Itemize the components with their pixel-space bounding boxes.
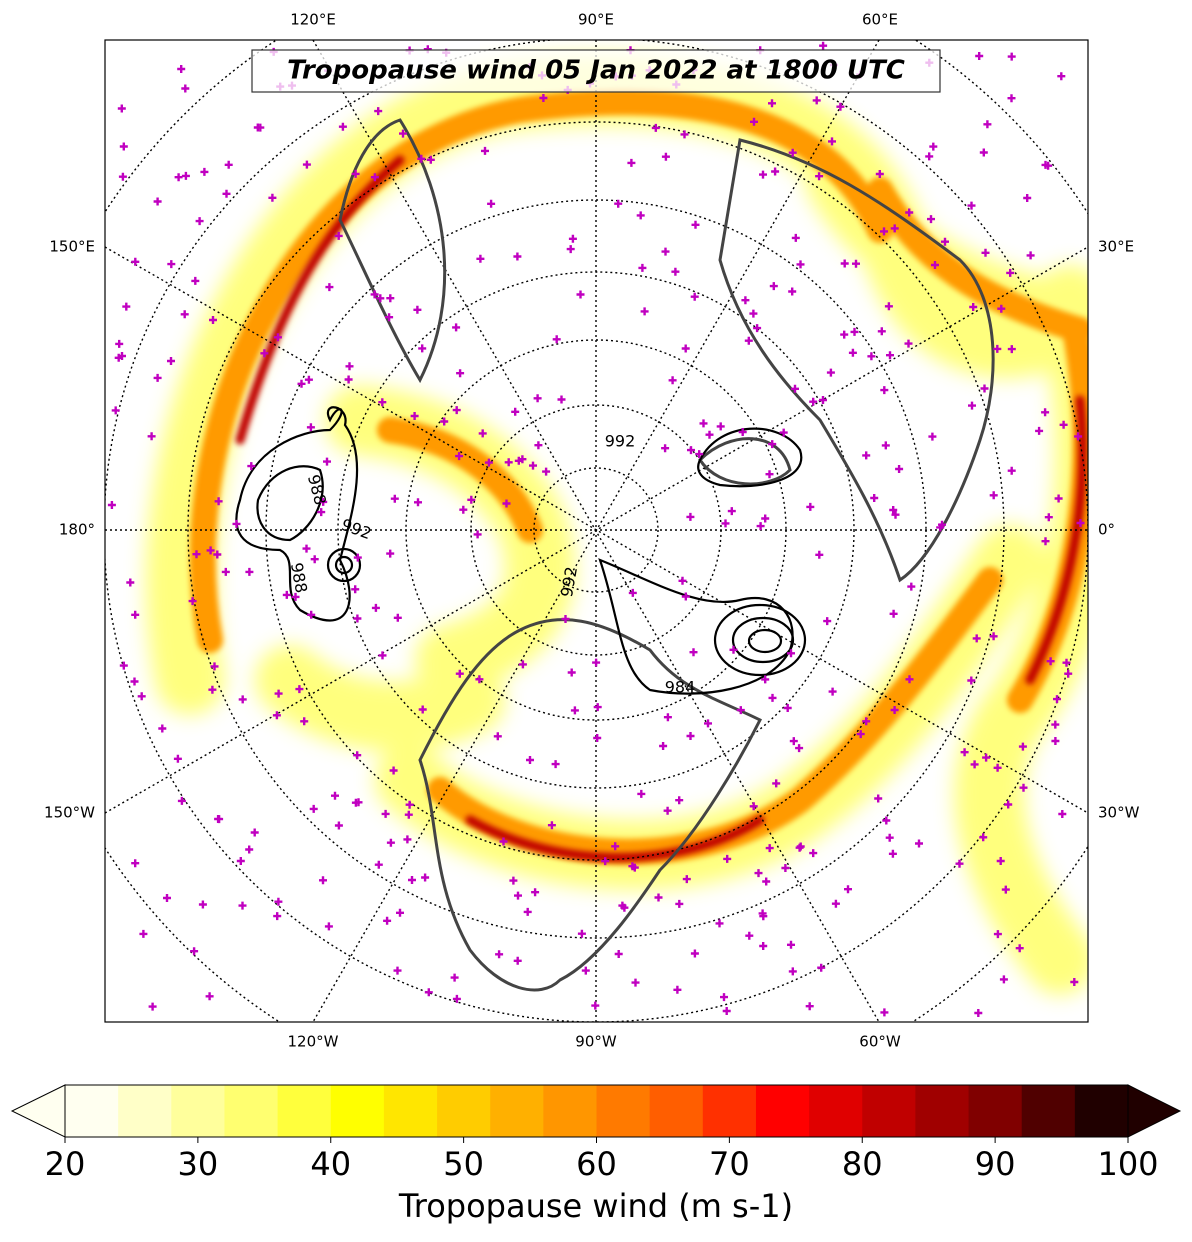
colorbar-segment	[755, 1085, 810, 1137]
longitude-label: 120°W	[288, 1033, 339, 1051]
colorbar-label: Tropopause wind (m s-1)	[398, 1187, 793, 1225]
station-markers	[107, 41, 1085, 1017]
colorbar-segment	[915, 1085, 970, 1137]
colorbar-segment	[65, 1085, 119, 1137]
map-frame	[104, 39, 1089, 1023]
colorbar-segment	[809, 1085, 863, 1137]
longitude-label: 90°E	[578, 11, 614, 29]
colorbar-segment	[437, 1085, 491, 1137]
colorbar-segment	[596, 1085, 651, 1137]
colorbar-segment	[1021, 1085, 1076, 1137]
longitude-label: 150°E	[49, 238, 95, 256]
colorbar-segment	[330, 1085, 385, 1137]
longitude-label: 90°W	[575, 1033, 617, 1051]
contour-label: 992	[605, 432, 636, 451]
colorbar-tick-label: 100	[1097, 1145, 1158, 1183]
colorbar-segment	[702, 1085, 757, 1137]
longitude-label: 150°W	[44, 804, 95, 822]
colorbar-segment	[171, 1085, 225, 1137]
colorbar-segment	[649, 1085, 704, 1137]
colorbar-extension	[10, 1084, 66, 1138]
colorbar-extension	[1127, 1084, 1182, 1138]
longitude-label: 0°	[1098, 521, 1115, 539]
colorbar-segment	[277, 1085, 332, 1137]
longitude-label: 120°E	[290, 11, 336, 29]
longitude-label: 60°W	[859, 1033, 901, 1051]
colorbar-segment	[543, 1085, 597, 1137]
map-title: Tropopause wind 05 Jan 2022 at 1800 UTC	[287, 56, 905, 86]
colorbar: 20 30 40 50 60 70 80 90 100	[10, 1084, 1182, 1183]
longitude-label: 180°	[59, 521, 95, 539]
colorbar-tick-label: 90	[975, 1145, 1016, 1183]
colorbar-tick-label: 70	[709, 1145, 750, 1183]
colorbar-segment	[118, 1085, 172, 1137]
longitude-label: 30°W	[1098, 804, 1140, 822]
colorbar-tick-label: 50	[443, 1145, 484, 1183]
colorbar-tick-label: 40	[310, 1145, 351, 1183]
colorbar-tick-label: 30	[178, 1145, 219, 1183]
colorbar-segment	[224, 1085, 279, 1137]
map-area	[105, 40, 1088, 1022]
colorbar-segment	[490, 1085, 544, 1137]
colorbar-segment	[1074, 1085, 1129, 1137]
colorbar-segment	[968, 1085, 1023, 1137]
colorbar-tick-label: 80	[842, 1145, 883, 1183]
colorbar-tick-label: 60	[576, 1145, 617, 1183]
longitude-label: 30°E	[1098, 238, 1134, 256]
colorbar-segment	[862, 1085, 916, 1137]
colorbar-tick-label: 20	[45, 1145, 86, 1183]
labels: 120°E 90°E 60°E 120°W 90°W 60°W 150°E 180° 150°W…	[44, 11, 1140, 1051]
longitude-label: 60°E	[862, 11, 898, 29]
title-box	[251, 49, 941, 93]
contours	[235, 406, 807, 695]
station-marker	[107, 41, 1085, 1017]
coastlines	[338, 118, 995, 992]
contour-label: 984	[665, 678, 696, 697]
colorbar-segment	[383, 1085, 438, 1137]
